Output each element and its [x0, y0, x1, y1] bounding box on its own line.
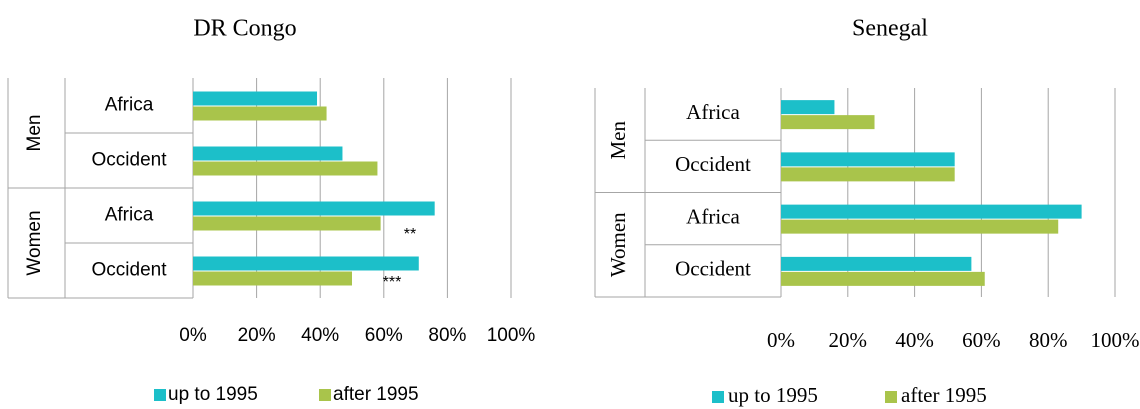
x-tick-label: 100%: [487, 325, 536, 346]
bar: [193, 91, 318, 106]
bar: [193, 201, 435, 216]
group-label: Men: [606, 121, 630, 160]
bar: [193, 271, 352, 286]
x-tick-label: 100%: [1091, 328, 1140, 352]
chart-title: DR Congo: [193, 16, 296, 42]
legend-swatch: [319, 389, 331, 401]
bar: [193, 216, 381, 231]
legend-swatch: [712, 391, 724, 403]
category-label: Africa: [686, 204, 740, 228]
x-tick-label: 80%: [1029, 328, 1068, 352]
bar: [193, 161, 378, 176]
category-label: Occident: [675, 152, 751, 176]
bar: [193, 256, 419, 271]
category-label: Occident: [92, 150, 168, 171]
category-label: Occident: [92, 260, 168, 281]
bar: [193, 146, 343, 161]
bar: [781, 271, 985, 286]
category-label: Africa: [105, 95, 154, 116]
group-label: Men: [24, 115, 45, 152]
legend-label: up to 1995: [728, 383, 818, 407]
x-tick-label: 40%: [895, 328, 934, 352]
bar: [781, 100, 835, 115]
category-label: Africa: [105, 205, 154, 226]
bar: [193, 106, 327, 121]
annotation: ***: [383, 274, 402, 291]
chart-title: Senegal: [852, 16, 928, 42]
bar: [781, 204, 1082, 219]
x-tick-label: 20%: [238, 325, 276, 346]
category-label: Occident: [675, 257, 751, 281]
annotation: **: [404, 226, 416, 243]
x-tick-label: 60%: [365, 325, 403, 346]
bar: [781, 115, 875, 130]
bar: [781, 152, 955, 167]
group-label: Women: [24, 210, 45, 275]
x-tick-label: 0%: [767, 328, 795, 352]
legend-label: up to 1995: [168, 384, 258, 405]
legend-label: after 1995: [901, 383, 987, 407]
legend-swatch: [885, 391, 897, 403]
category-label: Africa: [686, 100, 740, 124]
group-label: Women: [606, 212, 630, 277]
bar: [781, 256, 972, 271]
chart: Senegal 0% 20% 40% 60% 80% 100% Africa Occident A…: [594, 16, 1140, 407]
bar: [781, 219, 1059, 234]
x-tick-label: 60%: [962, 328, 1001, 352]
chart: DR Congo 0% 20% 40% 60% 80% 100% Africa Occident…: [7, 16, 536, 405]
x-tick-label: 40%: [301, 325, 339, 346]
legend-swatch: [154, 389, 166, 401]
x-tick-label: 20%: [829, 328, 868, 352]
legend-label: after 1995: [333, 384, 419, 405]
bar: [781, 167, 955, 182]
x-tick-label: 0%: [179, 325, 207, 346]
x-tick-label: 80%: [428, 325, 466, 346]
